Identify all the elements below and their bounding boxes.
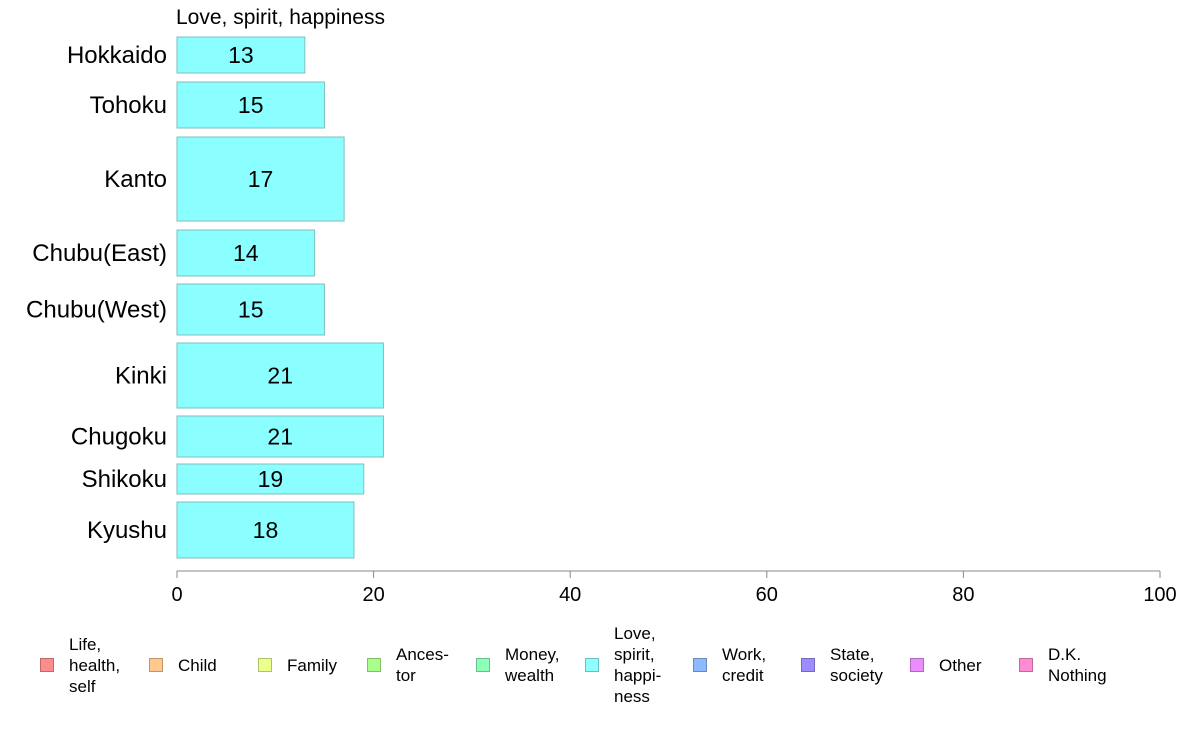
legend-swatch — [40, 658, 54, 672]
x-tick-label: 60 — [756, 584, 778, 606]
category-label: Chubu(East) — [32, 240, 167, 267]
bar — [176, 36, 306, 74]
legend-swatch — [258, 658, 272, 672]
legend-item: Work, credit — [693, 620, 766, 710]
legend-item: Child — [149, 620, 217, 710]
legend-swatch — [910, 658, 924, 672]
x-tick-label: 40 — [559, 584, 581, 606]
category-label: Kyushu — [87, 517, 167, 544]
data-label: 19 — [258, 466, 284, 492]
category-label: Kinki — [115, 363, 167, 390]
bar — [176, 463, 365, 495]
legend-label: Love, spirit, happi- ness — [614, 624, 662, 706]
legend-label: Life, health, self — [69, 634, 121, 696]
x-tick-label: 20 — [362, 584, 384, 606]
legend-item: Family — [258, 620, 337, 710]
data-label: 13 — [228, 42, 254, 68]
legend-item: Life, health, self — [40, 620, 120, 710]
bar — [176, 136, 345, 222]
data-label: 21 — [267, 424, 293, 450]
legend-swatch — [476, 658, 490, 672]
legend-label: D.K. Nothing — [1048, 645, 1107, 685]
bar — [176, 415, 384, 458]
legend-item: Ances- tor — [367, 620, 449, 710]
data-label: 15 — [238, 297, 264, 323]
legend: Life, health, self Child Family Ances- tor M… — [0, 620, 1188, 720]
legend-label: Money, wealth — [505, 645, 560, 685]
legend-label: Child — [178, 655, 217, 675]
category-label: Tohoku — [90, 92, 167, 119]
legend-swatch — [1019, 658, 1033, 672]
x-tick-label: 100 — [1143, 584, 1176, 606]
legend-item: D.K. Nothing — [1019, 620, 1107, 710]
category-label: Kanto — [104, 166, 167, 193]
legend-swatch — [801, 658, 815, 672]
legend-label: Other — [939, 655, 982, 675]
bar — [176, 229, 316, 277]
bar — [176, 342, 384, 409]
bar — [176, 501, 355, 559]
legend-label: Ances- tor — [396, 645, 449, 685]
category-label: Chugoku — [71, 424, 167, 451]
legend-label: Work, credit — [722, 645, 767, 685]
data-label: 21 — [267, 363, 293, 389]
data-label: 15 — [238, 92, 264, 118]
x-tick-label: 0 — [171, 584, 182, 606]
data-label: 17 — [248, 166, 274, 192]
category-label: Shikoku — [82, 466, 167, 493]
legend-swatch — [693, 658, 707, 672]
chart-title: Love, spirit, happiness — [176, 6, 385, 29]
legend-item: State, society — [801, 620, 883, 710]
legend-label: Family — [287, 655, 338, 675]
bar — [176, 283, 325, 336]
legend-swatch — [149, 658, 163, 672]
x-tick-label: 80 — [952, 584, 974, 606]
data-label: 18 — [253, 517, 279, 543]
legend-item: Love, spirit, happi- ness — [585, 620, 661, 710]
legend-label: State, society — [830, 645, 883, 685]
legend-item: Money, wealth — [476, 620, 560, 710]
category-label: Chubu(West) — [26, 297, 167, 324]
legend-swatch — [585, 658, 599, 672]
category-label: Hokkaido — [67, 42, 167, 69]
legend-item: Other — [910, 620, 982, 710]
bar-chart: 13 Hokkaido 15 Tohoku 17 Kanto 14 Chubu(East) 15… — [26, 36, 1177, 606]
data-label: 14 — [233, 240, 259, 266]
bar — [176, 81, 325, 129]
legend-swatch — [367, 658, 381, 672]
